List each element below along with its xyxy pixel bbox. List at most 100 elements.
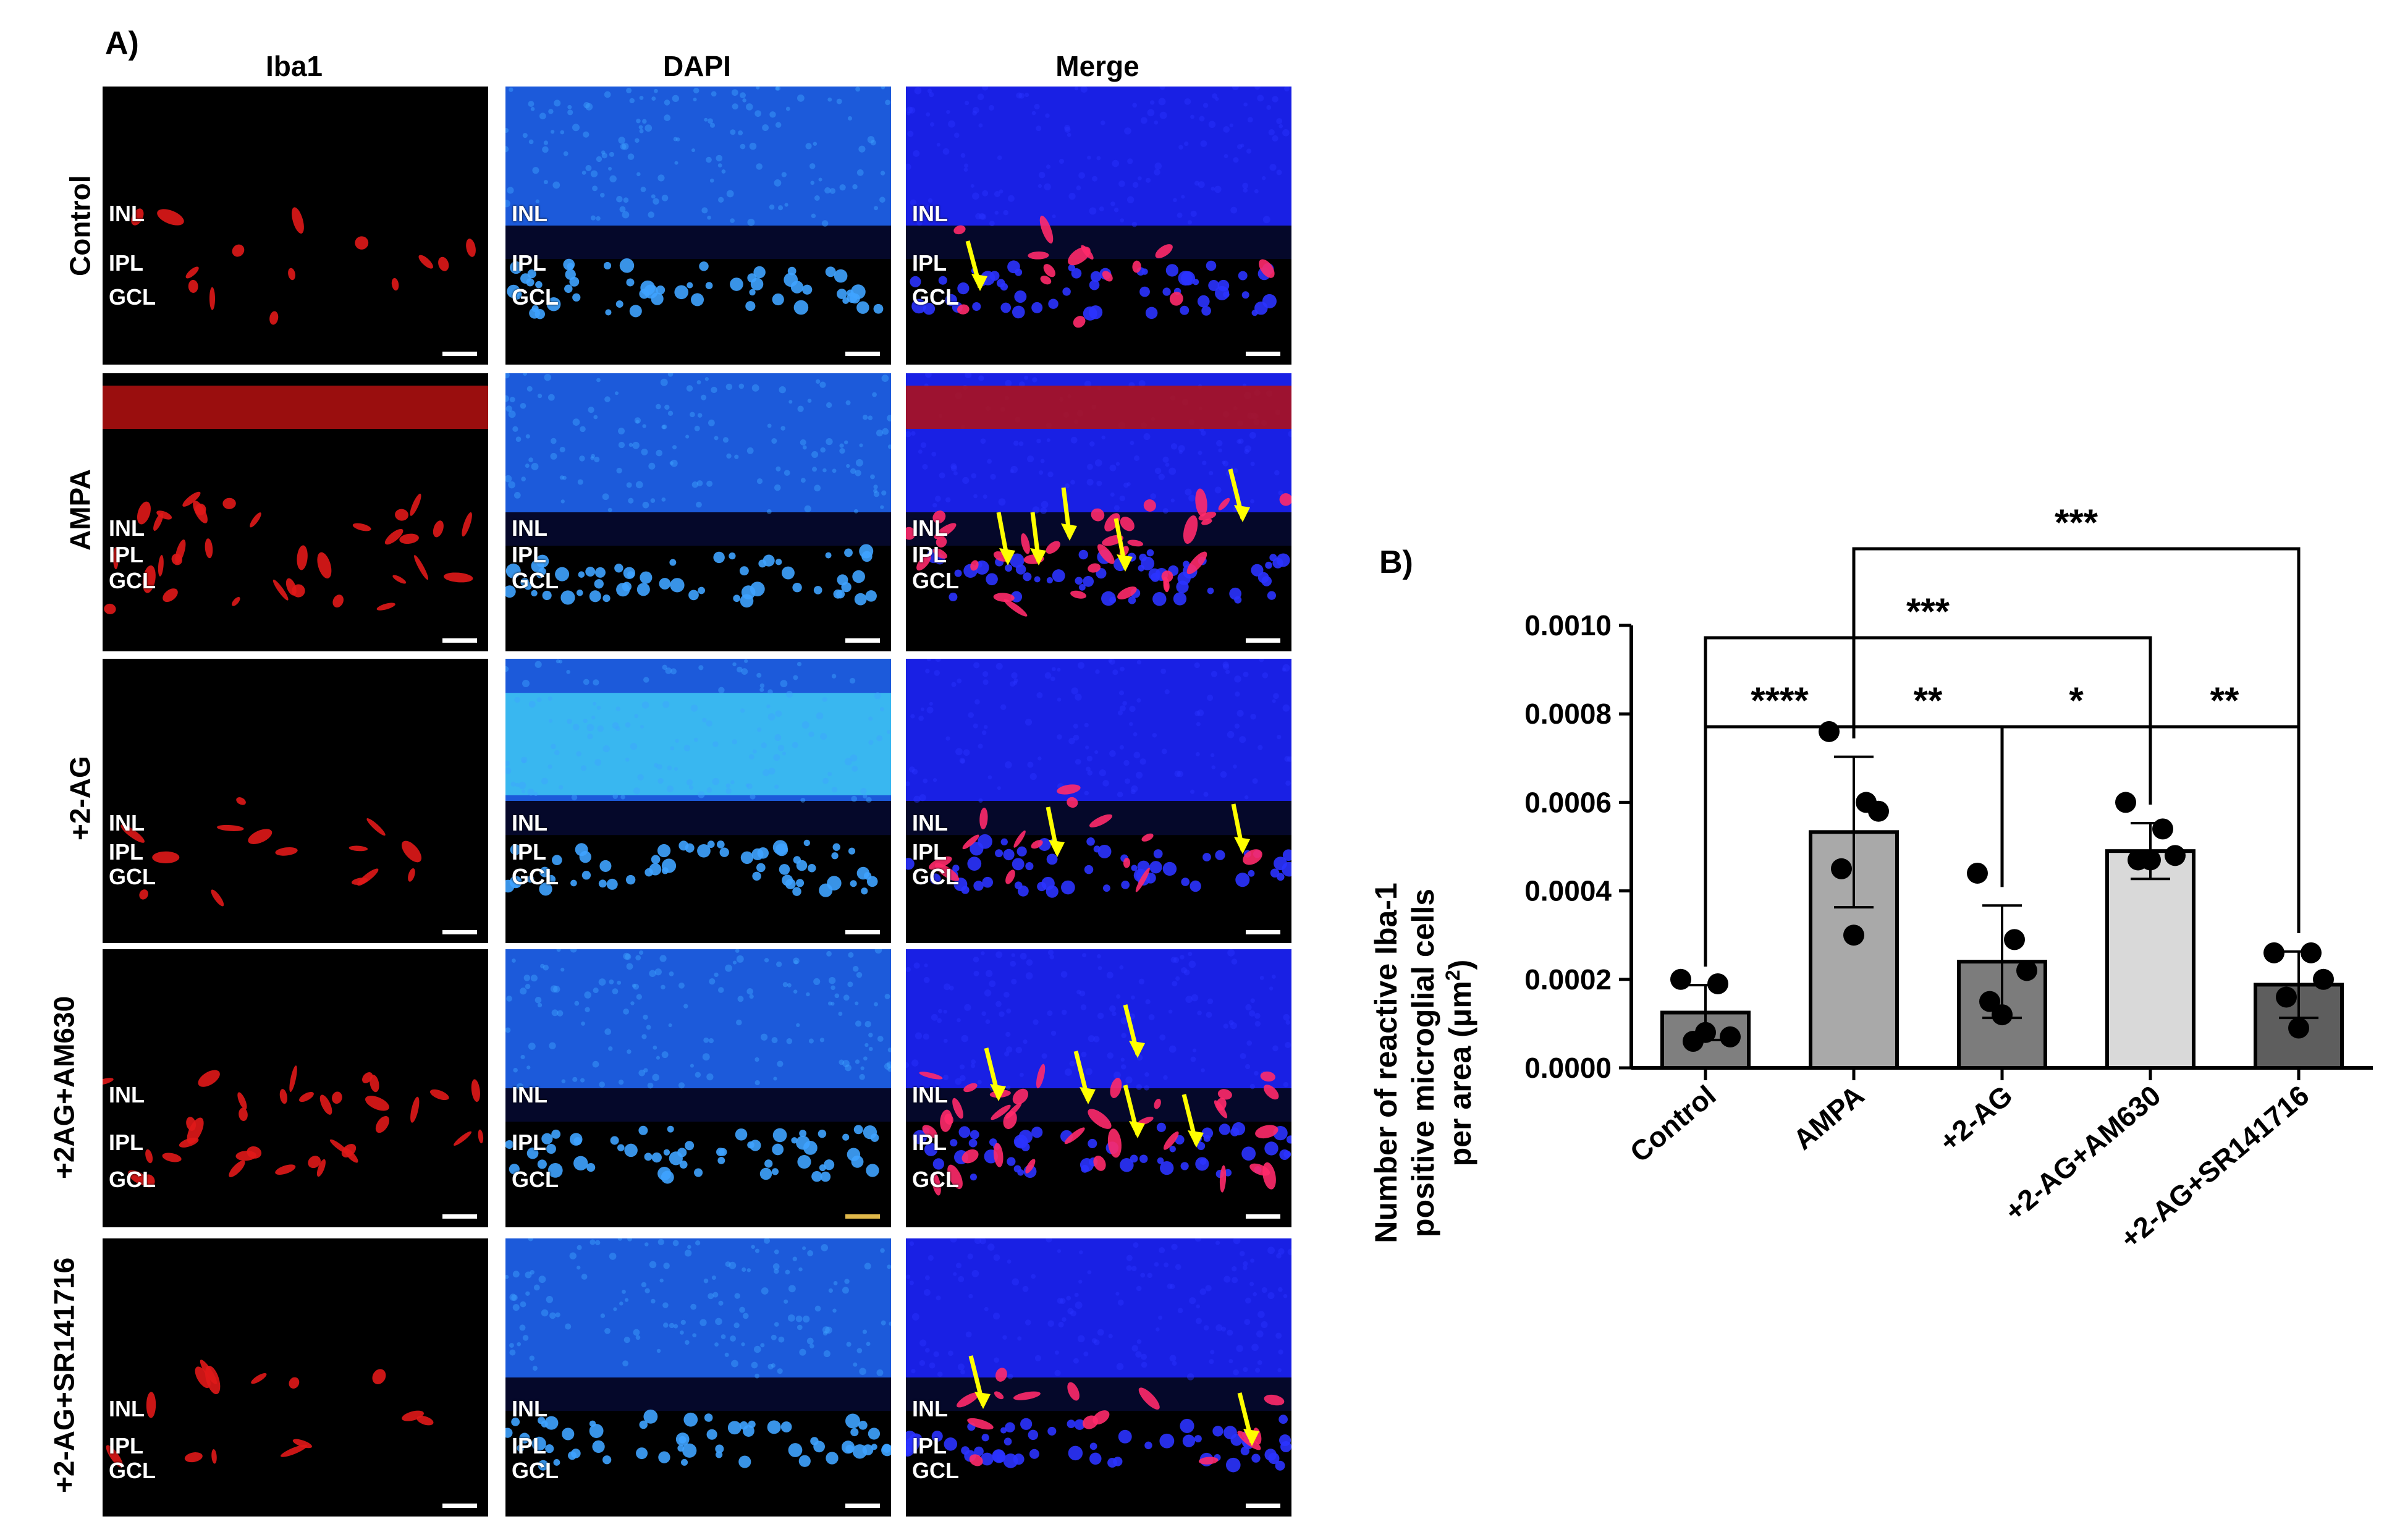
scale-bar — [845, 930, 880, 934]
data-point — [1720, 1026, 1741, 1047]
row-label-control: Control — [64, 175, 96, 276]
y-tick-label: 0.0006 — [1524, 786, 1612, 818]
layer-label-ipl: IPL — [109, 839, 144, 865]
layer-label-gcl: GCL — [512, 1167, 559, 1192]
micrograph-dapi-row1: INL IPL GCL — [505, 87, 891, 365]
layer-label-gcl: GCL — [109, 568, 156, 593]
layer-label-gcl: GCL — [512, 568, 559, 593]
layer-label-inl: INL — [109, 810, 145, 836]
svg-text:per area (μm2): per area (μm2) — [1442, 960, 1477, 1167]
layer-label-ipl: IPL — [512, 1433, 547, 1458]
micrograph-iba1-row5: INL IPL GCL — [103, 1238, 488, 1517]
row-label-2ag: +2-AG — [64, 756, 96, 841]
layer-label-ipl: IPL — [109, 1433, 144, 1458]
layer-label-inl: INL — [512, 201, 547, 226]
scale-bar — [1246, 352, 1280, 356]
micrograph-iba1-row2: INL IPL GCL — [103, 373, 488, 651]
row-label-ampa: AMPA — [64, 468, 96, 551]
column-header-merge: Merge — [1055, 50, 1139, 82]
micrograph-iba1-row1: INL IPL GCL — [103, 87, 488, 365]
layer-label-inl: INL — [912, 201, 948, 226]
layer-label-ipl: IPL — [109, 542, 144, 567]
x-tick-label: +2-AG — [1933, 1079, 2018, 1158]
scale-bar — [845, 1214, 880, 1219]
bar-chart: Number of reactive Iba-1 positive microg… — [1369, 502, 2373, 1255]
data-point — [1979, 991, 2000, 1012]
scale-bar — [1246, 638, 1280, 643]
data-point — [1843, 924, 1864, 946]
micrograph-dapi-row5: INL IPL GCL — [505, 1238, 891, 1517]
layer-label-ipl: IPL — [109, 1130, 144, 1155]
significance-label: *** — [1906, 591, 1950, 632]
layer-label-ipl: IPL — [912, 1130, 947, 1155]
data-point — [1819, 721, 1840, 742]
layer-label-gcl: GCL — [912, 1167, 959, 1192]
layer-label-gcl: GCL — [512, 284, 559, 310]
y-tick-label: 0.0010 — [1524, 609, 1612, 641]
x-tick-label: +2-AG+AM630 — [1998, 1079, 2166, 1227]
data-point — [1831, 858, 1852, 879]
scale-bar — [845, 352, 880, 356]
layer-label-inl: INL — [912, 1082, 948, 1107]
data-point — [2276, 986, 2297, 1008]
scale-bar — [442, 638, 477, 643]
micrograph-dapi-row3: INL IPL GCL — [505, 659, 891, 943]
significance-label: ** — [2210, 680, 2239, 721]
data-point — [1695, 1022, 1716, 1043]
data-point — [2016, 960, 2037, 981]
y-tick-label: 0.0008 — [1524, 698, 1612, 730]
data-point — [1967, 862, 1988, 884]
layer-label-ipl: IPL — [512, 1130, 547, 1155]
column-header-iba1: Iba1 — [265, 50, 323, 82]
data-point — [2152, 818, 2173, 840]
layer-label-inl: INL — [912, 515, 948, 541]
panel-b-label: B) — [1379, 544, 1413, 580]
scale-bar — [442, 1214, 477, 1219]
scale-bar — [1246, 1504, 1280, 1508]
column-header-dapi: DAPI — [663, 50, 731, 82]
layer-label-ipl: IPL — [512, 839, 547, 865]
x-tick-label: AMPA — [1787, 1079, 1870, 1156]
significance-bracket — [1704, 636, 2152, 967]
scale-bar — [845, 638, 880, 643]
layer-label-gcl: GCL — [109, 1458, 156, 1483]
svg-text:positive microglial cells: positive microglial cells — [1406, 889, 1440, 1237]
micrograph-merge-row2: INL IPL GCL — [906, 373, 1291, 651]
y-tick-label: 0.0002 — [1524, 963, 1612, 996]
scale-bar — [845, 1504, 880, 1508]
significance-label: *** — [2055, 502, 2098, 543]
layer-label-inl: INL — [109, 1082, 145, 1107]
svg-text:Number of reactive Iba-1: Number of reactive Iba-1 — [1369, 882, 1403, 1243]
significance-label: **** — [1751, 680, 1809, 721]
layer-label-ipl: IPL — [912, 839, 947, 865]
scale-bar — [1246, 930, 1280, 934]
data-point — [1992, 1004, 2013, 1026]
data-point — [2140, 849, 2161, 871]
layer-label-inl: INL — [109, 515, 145, 541]
data-point — [1868, 800, 1889, 822]
bar-3 — [2105, 849, 2195, 1070]
layer-label-ipl: IPL — [512, 542, 547, 567]
data-point — [2004, 929, 2025, 950]
micrograph-merge-row5: INL IPL GCL — [906, 1238, 1291, 1517]
layer-label-inl: INL — [512, 515, 547, 541]
data-point — [2165, 845, 2186, 866]
y-tick-label: 0.0004 — [1524, 875, 1612, 907]
panel-a-label: A) — [105, 25, 139, 61]
layer-label-gcl: GCL — [512, 1458, 559, 1483]
layer-label-gcl: GCL — [912, 1458, 959, 1483]
micrograph-iba1-row4: INL IPL GCL — [103, 949, 488, 1227]
layer-label-inl: INL — [512, 1082, 547, 1107]
layer-label-gcl: GCL — [109, 864, 156, 889]
micrograph-dapi-row4: INL IPL GCL — [505, 949, 891, 1227]
layer-label-inl: INL — [512, 810, 547, 836]
layer-label-ipl: IPL — [912, 542, 947, 567]
data-point — [2313, 968, 2334, 990]
micrograph-merge-row1: INL IPL GCL — [906, 87, 1291, 365]
row-label-2ag-am630: +2AG +AM630 — [48, 996, 80, 1180]
layer-label-inl: INL — [912, 810, 948, 836]
row-label-2ag-sr141716: +2-AG +SR141716 — [48, 1257, 80, 1493]
y-axis-label: Number of reactive Iba-1 positive microg… — [1369, 882, 1477, 1243]
data-point — [2263, 942, 2284, 963]
significance-bracket — [1852, 547, 2301, 933]
